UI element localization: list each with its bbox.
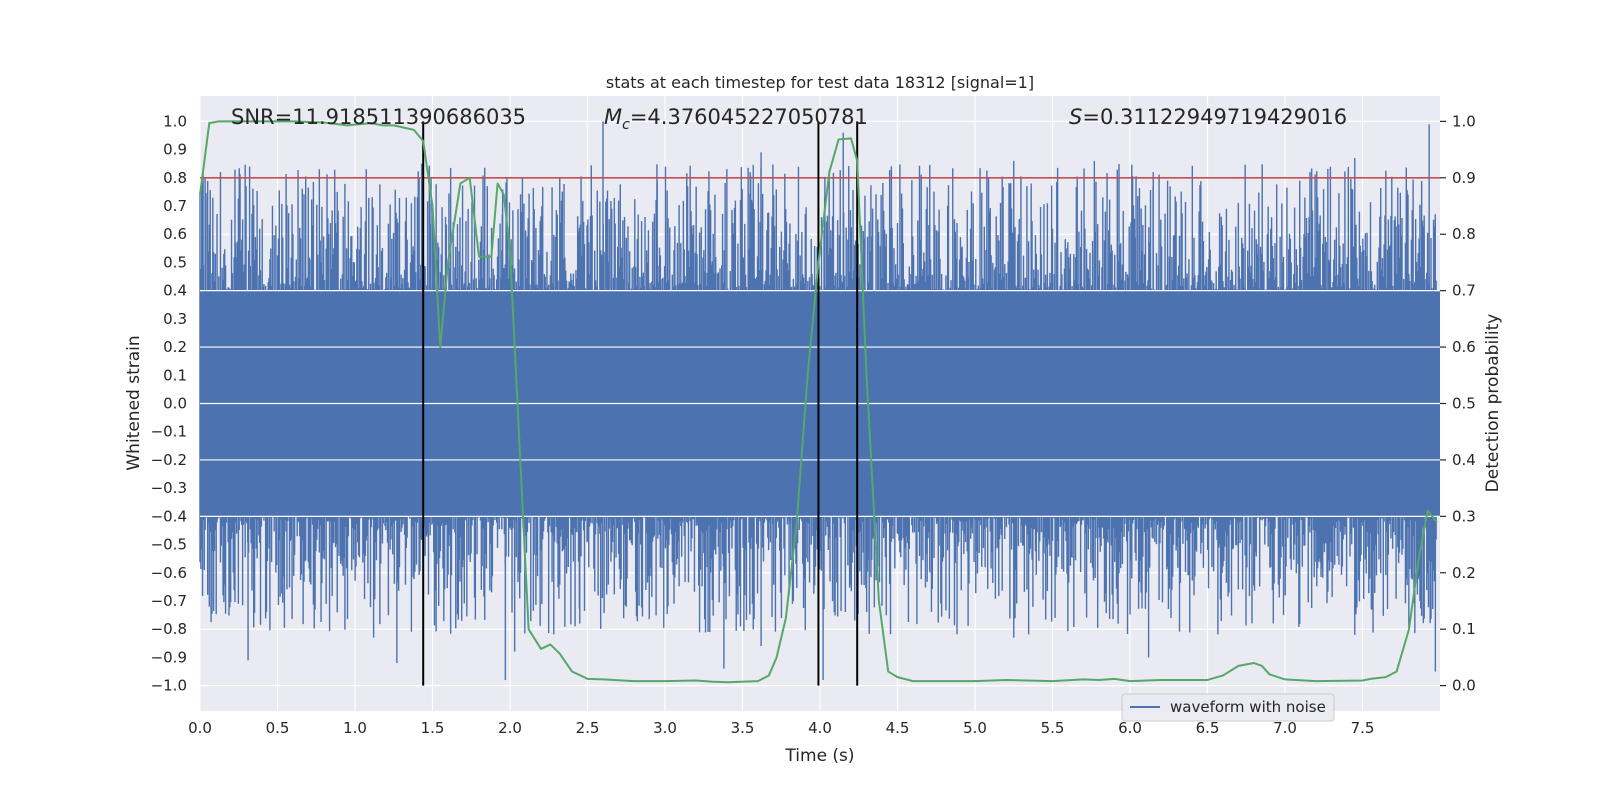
y-left-tick-label: 0.0 — [163, 395, 187, 413]
y-left-tick-label: 0.4 — [163, 282, 187, 300]
y-right-tick-label: 0.6 — [1452, 338, 1476, 356]
y-left-tick-label: 0.3 — [163, 310, 187, 328]
y-left-tick-label: −0.7 — [151, 592, 187, 610]
y-right-tick-label: 0.5 — [1452, 395, 1476, 413]
x-axis-label: Time (s) — [784, 746, 854, 766]
y-left-tick-label: −0.5 — [151, 536, 187, 554]
y-right-tick-label: 0.2 — [1452, 564, 1476, 582]
y-right-axis-ticks: 1.0 0.9 0.8 0.7 0.6 0.5 0.4 0.3 0.2 0.1 0.0 — [1440, 112, 1476, 695]
x-tick-label: 1.0 — [343, 719, 367, 737]
x-tick-label: 6.0 — [1118, 719, 1142, 737]
y-right-tick-label: 0.4 — [1452, 451, 1476, 469]
y-left-axis-ticks: 1.0 0.9 0.8 0.7 0.6 0.5 0.4 0.3 0.2 0.1 0.0 −0.1 −0.… — [151, 112, 187, 694]
x-tick-label: 7.0 — [1273, 719, 1297, 737]
probability-line — [199, 120, 1438, 684]
x-tick-label: 0.0 — [188, 719, 212, 737]
y-left-tick-label: −0.8 — [151, 620, 187, 638]
y-left-tick-label: 0.9 — [163, 141, 187, 159]
probability-series — [199, 120, 1438, 684]
mc-value: =4.376045227050781 — [630, 105, 868, 129]
x-tick-label: 5.0 — [963, 719, 987, 737]
x-tick-label: 7.5 — [1351, 719, 1375, 737]
x-tick-label: 3.0 — [653, 719, 677, 737]
y-left-tick-label: 0.7 — [163, 197, 187, 215]
x-tick-label: 0.5 — [266, 719, 290, 737]
waveform-series — [199, 121, 1440, 680]
y-right-tick-label: 0.9 — [1452, 169, 1476, 187]
chirp-mass-annotation: Mc=4.376045227050781 — [604, 105, 868, 133]
y-left-axis-label: Whitened strain — [124, 335, 144, 470]
s-symbol: S — [1069, 105, 1082, 129]
x-tick-label: 2.5 — [576, 719, 600, 737]
y-left-tick-label: 0.8 — [163, 169, 187, 187]
legend: waveform with noise — [1121, 693, 1335, 722]
x-axis-ticks: 0.0 0.5 1.0 1.5 2.0 2.5 3.0 3.5 4.0 4.5 5.0 5.5 6.0 6… — [188, 719, 1374, 737]
y-left-tick-label: −0.3 — [151, 479, 187, 497]
s-value: =0.31122949719429016 — [1082, 105, 1347, 129]
mc-symbol: M — [604, 105, 622, 129]
x-tick-label: 2.0 — [498, 719, 522, 737]
x-tick-label: 4.5 — [886, 719, 910, 737]
y-left-tick-label: −0.9 — [151, 648, 187, 666]
vertical-markers — [422, 121, 859, 686]
y-left-tick-label: −0.1 — [151, 423, 187, 441]
y-left-tick-label: 0.1 — [163, 366, 187, 384]
y-left-tick-label: −1.0 — [151, 677, 187, 695]
y-right-tick-label: 0.0 — [1452, 677, 1476, 695]
x-tick-label: 6.5 — [1196, 719, 1220, 737]
x-tick-label: 1.5 — [421, 719, 445, 737]
legend-box — [1121, 693, 1335, 722]
chart-title: stats at each timestep for test data 183… — [606, 73, 1034, 92]
legend-label: waveform with noise — [1170, 698, 1326, 716]
y-left-tick-label: −0.6 — [151, 564, 187, 582]
s-annotation: S=0.31122949719429016 — [1069, 105, 1347, 129]
x-tick-label: 3.5 — [731, 719, 755, 737]
y-left-tick-label: 0.5 — [163, 253, 187, 271]
y-right-axis-label: Detection probability — [1483, 314, 1503, 493]
x-tick-label: 5.5 — [1041, 719, 1065, 737]
y-left-tick-label: 0.2 — [163, 338, 187, 356]
x-tick-label: 4.0 — [808, 719, 832, 737]
snr-annotation: SNR=11.918511390686035 — [231, 105, 526, 129]
y-left-tick-label: −0.4 — [151, 507, 187, 525]
y-left-tick-label: −0.2 — [151, 451, 187, 469]
y-right-tick-label: 0.3 — [1452, 507, 1476, 525]
y-right-tick-label: 0.7 — [1452, 282, 1476, 300]
y-left-tick-label: 0.6 — [163, 225, 187, 243]
mc-subscript: c — [622, 117, 630, 133]
y-right-tick-label: 0.1 — [1452, 620, 1476, 638]
y-right-tick-label: 0.8 — [1452, 225, 1476, 243]
y-right-tick-label: 1.0 — [1452, 112, 1476, 130]
y-left-tick-label: 1.0 — [163, 112, 187, 130]
